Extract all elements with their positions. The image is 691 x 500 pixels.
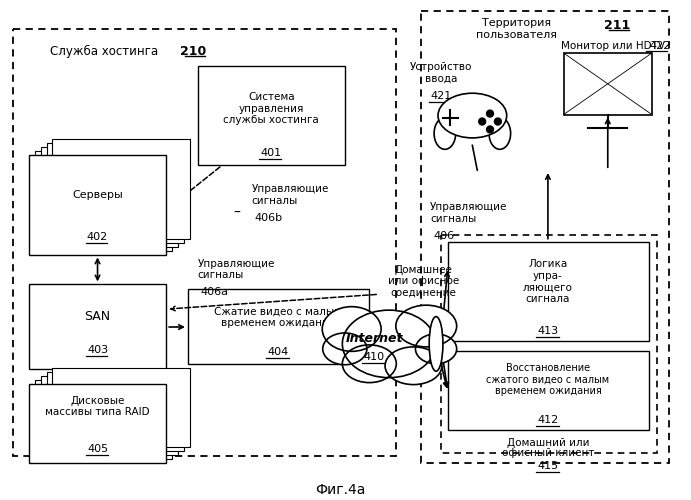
Text: 413: 413: [538, 326, 558, 336]
Text: 211: 211: [605, 18, 631, 32]
Text: 405: 405: [87, 444, 108, 454]
Bar: [41, 148, 178, 246]
Bar: [53, 140, 190, 238]
Text: офисный клиент: офисный клиент: [502, 448, 594, 458]
Ellipse shape: [438, 93, 507, 138]
Text: 210: 210: [180, 44, 206, 58]
Text: Сжатие видео с малым
временем ожидания: Сжатие видео с малым временем ожидания: [214, 306, 342, 328]
Circle shape: [486, 110, 493, 117]
Bar: [448, 242, 649, 341]
Text: Служба хостинга: Служба хостинга: [50, 44, 158, 58]
Text: –: –: [234, 206, 240, 220]
Text: Управляющие
сигналы: Управляющие сигналы: [252, 184, 329, 206]
Text: 404: 404: [267, 347, 289, 357]
Ellipse shape: [385, 347, 442, 385]
Text: Восстановление
сжатого видео с малым
временем ожидания: Восстановление сжатого видео с малым вре…: [486, 363, 609, 396]
Text: 422: 422: [649, 41, 670, 51]
Text: Система
управления
службы хостинга: Система управления службы хостинга: [223, 92, 319, 125]
Circle shape: [479, 118, 486, 125]
Bar: [46, 144, 184, 242]
Circle shape: [495, 118, 501, 125]
Ellipse shape: [342, 310, 435, 378]
Text: Серверы: Серверы: [72, 190, 123, 200]
Bar: [53, 368, 190, 447]
Bar: [441, 234, 657, 453]
Text: Управляющие
сигналы: Управляющие сигналы: [430, 202, 508, 224]
Bar: [422, 12, 669, 463]
Text: 415: 415: [538, 461, 558, 471]
Text: Устройство
ввода: Устройство ввода: [410, 62, 472, 84]
Text: 412: 412: [538, 416, 558, 426]
Bar: [448, 351, 649, 430]
Bar: [198, 66, 345, 165]
Text: Монитор или HDTV: Монитор или HDTV: [560, 41, 665, 51]
Ellipse shape: [489, 118, 511, 150]
Bar: [13, 29, 396, 456]
Text: Фиг.4а: Фиг.4а: [314, 483, 365, 497]
Text: SAN: SAN: [84, 310, 111, 322]
Circle shape: [486, 126, 493, 133]
Ellipse shape: [396, 305, 457, 347]
Text: Internet: Internet: [346, 332, 403, 345]
Text: 421: 421: [430, 90, 452, 101]
Text: 406b: 406b: [254, 213, 283, 223]
Bar: [564, 53, 652, 114]
Text: 410: 410: [363, 352, 385, 362]
Bar: [188, 290, 369, 364]
Text: Домашнее
или офисное
соединение: Домашнее или офисное соединение: [388, 264, 459, 298]
Bar: [41, 376, 178, 455]
Text: 402: 402: [87, 232, 108, 241]
Text: Дисковые
массивы типа RAID: Дисковые массивы типа RAID: [45, 396, 150, 417]
Text: Управляющие
сигналы: Управляющие сигналы: [198, 258, 275, 280]
Text: Логика
упра-
ляющего
сигнала: Логика упра- ляющего сигнала: [523, 259, 573, 304]
Text: 406a: 406a: [200, 288, 229, 298]
Bar: [46, 372, 184, 451]
Text: Домашний или: Домашний или: [507, 438, 589, 448]
Bar: [29, 156, 167, 254]
Text: 403: 403: [87, 345, 108, 355]
Text: 406: 406: [433, 230, 454, 240]
Ellipse shape: [323, 333, 367, 364]
Ellipse shape: [415, 334, 457, 364]
Text: Территория
пользователя: Территория пользователя: [476, 18, 557, 40]
Text: 401: 401: [261, 148, 282, 158]
Bar: [35, 152, 172, 250]
Ellipse shape: [429, 316, 443, 371]
Ellipse shape: [434, 118, 455, 150]
Ellipse shape: [342, 345, 397, 383]
Bar: [29, 284, 167, 368]
Bar: [29, 384, 167, 463]
Ellipse shape: [322, 306, 381, 352]
Bar: [35, 380, 172, 459]
